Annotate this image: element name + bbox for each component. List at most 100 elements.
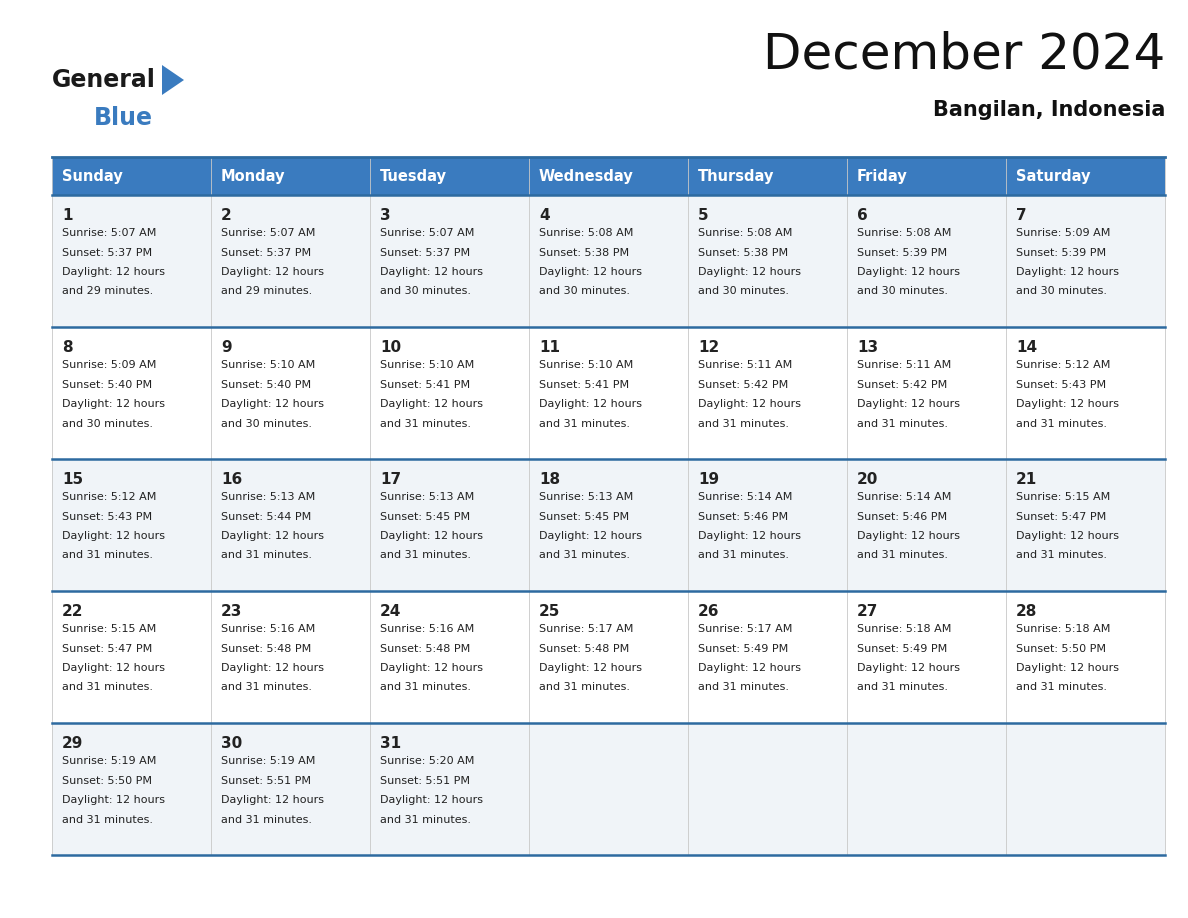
Text: 20: 20	[857, 472, 878, 487]
Text: Friday: Friday	[857, 169, 908, 184]
Text: and 31 minutes.: and 31 minutes.	[1016, 551, 1107, 561]
Bar	[52, 723, 1165, 855]
Text: and 31 minutes.: and 31 minutes.	[62, 682, 153, 692]
Text: and 31 minutes.: and 31 minutes.	[221, 682, 312, 692]
Text: 21: 21	[1016, 472, 1037, 487]
Text: Sunrise: 5:13 AM: Sunrise: 5:13 AM	[221, 492, 315, 502]
Text: Sunset: 5:45 PM: Sunset: 5:45 PM	[539, 511, 630, 521]
Text: Sunset: 5:50 PM: Sunset: 5:50 PM	[1016, 644, 1106, 654]
Text: 4: 4	[539, 208, 550, 223]
Text: and 29 minutes.: and 29 minutes.	[62, 286, 153, 297]
Text: Sunset: 5:49 PM: Sunset: 5:49 PM	[699, 644, 789, 654]
Text: 28: 28	[1016, 604, 1037, 619]
Text: 22: 22	[62, 604, 83, 619]
Text: Tuesday: Tuesday	[380, 169, 447, 184]
Text: and 30 minutes.: and 30 minutes.	[539, 286, 630, 297]
Text: Sunset: 5:45 PM: Sunset: 5:45 PM	[380, 511, 470, 521]
Text: Sunrise: 5:14 AM: Sunrise: 5:14 AM	[699, 492, 792, 502]
Text: Monday: Monday	[221, 169, 285, 184]
Text: Daylight: 12 hours: Daylight: 12 hours	[380, 531, 484, 541]
Text: Daylight: 12 hours: Daylight: 12 hours	[539, 663, 642, 673]
Text: 7: 7	[1016, 208, 1026, 223]
Text: 24: 24	[380, 604, 402, 619]
Text: Daylight: 12 hours: Daylight: 12 hours	[62, 531, 165, 541]
Text: 2: 2	[221, 208, 232, 223]
Text: Sunday: Sunday	[62, 169, 122, 184]
Text: Bangilan, Indonesia: Bangilan, Indonesia	[933, 100, 1165, 120]
Text: Sunset: 5:42 PM: Sunset: 5:42 PM	[857, 379, 947, 389]
Text: Sunset: 5:42 PM: Sunset: 5:42 PM	[699, 379, 789, 389]
Text: Sunset: 5:40 PM: Sunset: 5:40 PM	[62, 379, 152, 389]
Text: 26: 26	[699, 604, 720, 619]
Text: Sunrise: 5:12 AM: Sunrise: 5:12 AM	[1016, 360, 1111, 370]
Text: Daylight: 12 hours: Daylight: 12 hours	[1016, 531, 1119, 541]
Text: and 31 minutes.: and 31 minutes.	[857, 682, 948, 692]
Text: Daylight: 12 hours: Daylight: 12 hours	[62, 795, 165, 805]
Text: 5: 5	[699, 208, 708, 223]
Text: 19: 19	[699, 472, 719, 487]
Text: Daylight: 12 hours: Daylight: 12 hours	[62, 663, 165, 673]
Text: Daylight: 12 hours: Daylight: 12 hours	[857, 267, 960, 277]
Text: 27: 27	[857, 604, 878, 619]
Text: 25: 25	[539, 604, 561, 619]
Text: Sunset: 5:47 PM: Sunset: 5:47 PM	[1016, 511, 1106, 521]
Text: and 31 minutes.: and 31 minutes.	[380, 814, 470, 824]
Text: and 31 minutes.: and 31 minutes.	[380, 551, 470, 561]
Text: Sunrise: 5:07 AM: Sunrise: 5:07 AM	[221, 228, 315, 238]
Text: Sunset: 5:47 PM: Sunset: 5:47 PM	[62, 644, 152, 654]
Text: Sunrise: 5:08 AM: Sunrise: 5:08 AM	[699, 228, 792, 238]
Text: 10: 10	[380, 340, 402, 355]
Text: Sunset: 5:48 PM: Sunset: 5:48 PM	[380, 644, 470, 654]
Bar	[52, 157, 1165, 195]
Text: Daylight: 12 hours: Daylight: 12 hours	[221, 663, 324, 673]
Text: Sunset: 5:51 PM: Sunset: 5:51 PM	[221, 776, 311, 786]
Bar	[52, 459, 1165, 591]
Text: Sunrise: 5:15 AM: Sunrise: 5:15 AM	[62, 624, 157, 634]
Text: Sunrise: 5:07 AM: Sunrise: 5:07 AM	[62, 228, 157, 238]
Text: Sunrise: 5:17 AM: Sunrise: 5:17 AM	[539, 624, 633, 634]
Bar	[52, 195, 1165, 327]
Text: Daylight: 12 hours: Daylight: 12 hours	[857, 399, 960, 409]
Text: Blue: Blue	[94, 106, 153, 130]
Text: Sunrise: 5:19 AM: Sunrise: 5:19 AM	[221, 756, 315, 766]
Text: Sunrise: 5:10 AM: Sunrise: 5:10 AM	[380, 360, 474, 370]
Text: 8: 8	[62, 340, 72, 355]
Text: 16: 16	[221, 472, 242, 487]
Text: Daylight: 12 hours: Daylight: 12 hours	[1016, 267, 1119, 277]
Polygon shape	[162, 65, 184, 95]
Text: Sunrise: 5:08 AM: Sunrise: 5:08 AM	[857, 228, 952, 238]
Text: and 30 minutes.: and 30 minutes.	[699, 286, 789, 297]
Text: Sunset: 5:39 PM: Sunset: 5:39 PM	[857, 248, 947, 258]
Text: 3: 3	[380, 208, 391, 223]
Text: Sunset: 5:49 PM: Sunset: 5:49 PM	[857, 644, 947, 654]
Text: Sunset: 5:37 PM: Sunset: 5:37 PM	[221, 248, 311, 258]
Text: Sunrise: 5:13 AM: Sunrise: 5:13 AM	[539, 492, 633, 502]
Text: and 30 minutes.: and 30 minutes.	[857, 286, 948, 297]
Text: Sunrise: 5:20 AM: Sunrise: 5:20 AM	[380, 756, 474, 766]
Text: and 31 minutes.: and 31 minutes.	[857, 551, 948, 561]
Text: and 29 minutes.: and 29 minutes.	[221, 286, 312, 297]
Text: 13: 13	[857, 340, 878, 355]
Text: and 31 minutes.: and 31 minutes.	[1016, 682, 1107, 692]
Text: Daylight: 12 hours: Daylight: 12 hours	[221, 399, 324, 409]
Text: Sunrise: 5:18 AM: Sunrise: 5:18 AM	[857, 624, 952, 634]
Text: Sunset: 5:41 PM: Sunset: 5:41 PM	[380, 379, 470, 389]
Text: Daylight: 12 hours: Daylight: 12 hours	[62, 399, 165, 409]
Text: General: General	[52, 68, 156, 92]
Text: and 31 minutes.: and 31 minutes.	[699, 419, 789, 429]
Text: Sunrise: 5:16 AM: Sunrise: 5:16 AM	[380, 624, 474, 634]
Text: Sunset: 5:38 PM: Sunset: 5:38 PM	[539, 248, 630, 258]
Text: Sunset: 5:46 PM: Sunset: 5:46 PM	[857, 511, 947, 521]
Text: and 31 minutes.: and 31 minutes.	[699, 682, 789, 692]
Text: Daylight: 12 hours: Daylight: 12 hours	[380, 399, 484, 409]
Text: and 31 minutes.: and 31 minutes.	[1016, 419, 1107, 429]
Text: Daylight: 12 hours: Daylight: 12 hours	[62, 267, 165, 277]
Text: Sunset: 5:40 PM: Sunset: 5:40 PM	[221, 379, 311, 389]
Text: Sunset: 5:44 PM: Sunset: 5:44 PM	[221, 511, 311, 521]
Text: Sunrise: 5:09 AM: Sunrise: 5:09 AM	[1016, 228, 1111, 238]
Text: 30: 30	[221, 736, 242, 751]
Text: and 31 minutes.: and 31 minutes.	[62, 551, 153, 561]
Text: Daylight: 12 hours: Daylight: 12 hours	[857, 531, 960, 541]
Text: Sunrise: 5:10 AM: Sunrise: 5:10 AM	[221, 360, 315, 370]
Text: Sunrise: 5:17 AM: Sunrise: 5:17 AM	[699, 624, 792, 634]
